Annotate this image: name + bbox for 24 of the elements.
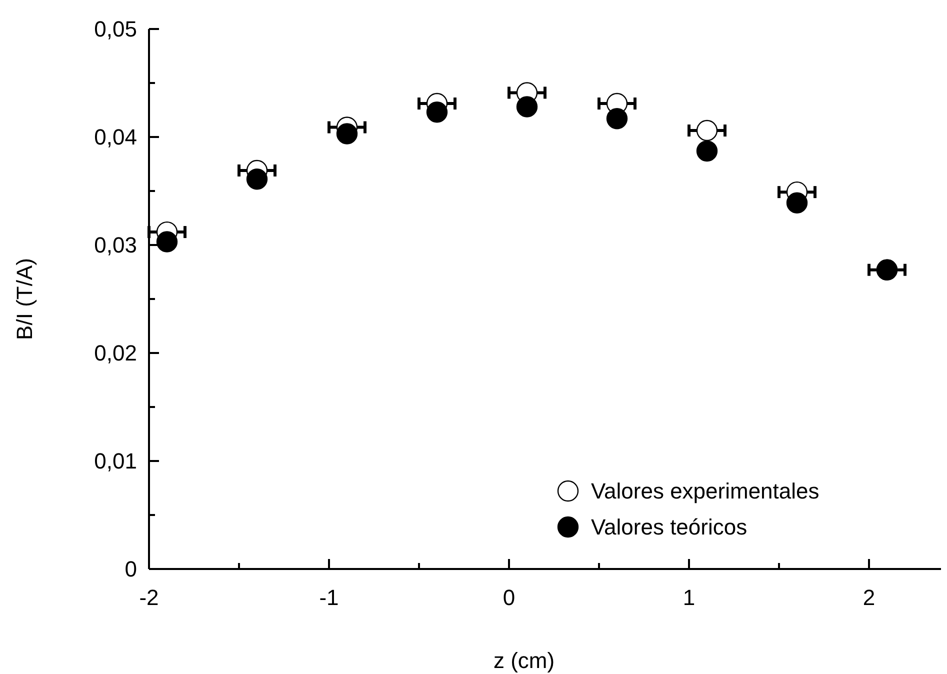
- x-tick-label: -2: [139, 585, 159, 610]
- y-tick-label: 0,01: [94, 448, 137, 474]
- x-tick-label: 1: [682, 585, 696, 610]
- y-tick-label: 0,05: [94, 16, 137, 42]
- y-tick-label: 0,03: [94, 232, 137, 258]
- point: [426, 102, 448, 123]
- point: [696, 140, 718, 162]
- point: [606, 108, 628, 130]
- legend-label: Valores teóricos: [591, 514, 748, 540]
- y-tick-label: 0,04: [94, 124, 137, 150]
- x-tick-label: 2: [862, 585, 876, 610]
- point: [156, 231, 178, 252]
- y-tick-label: 0: [124, 556, 137, 582]
- x-tick-label: -1: [319, 585, 339, 610]
- y-axis-title: B/I (T/A): [12, 258, 37, 340]
- y-tick-label: 0,02: [94, 340, 137, 366]
- x-tick-label: 0: [502, 585, 516, 610]
- legend-label: Valores experimentales: [591, 478, 820, 504]
- point: [516, 96, 538, 118]
- point: [336, 123, 358, 144]
- point: [696, 120, 718, 142]
- point: [786, 192, 808, 214]
- x-axis-title: z (cm): [493, 648, 555, 673]
- point: [246, 168, 268, 190]
